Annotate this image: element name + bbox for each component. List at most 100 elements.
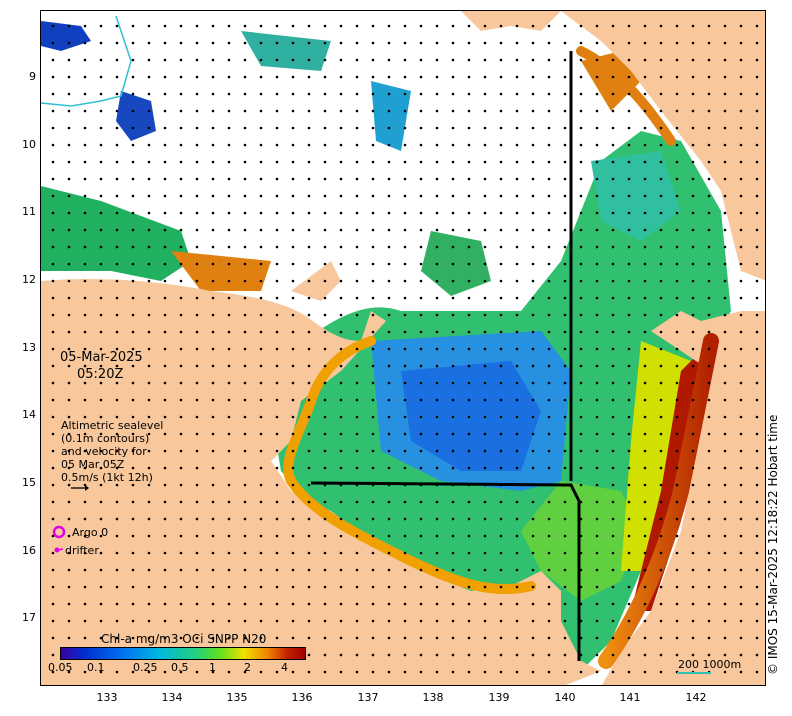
velocity-dot	[659, 177, 663, 181]
velocity-dot	[307, 568, 311, 572]
velocity-dot	[451, 534, 455, 538]
velocity-dot	[467, 330, 471, 334]
velocity-dot	[451, 636, 455, 640]
velocity-dot	[83, 92, 87, 96]
velocity-dot	[483, 92, 487, 96]
velocity-dot	[419, 398, 423, 402]
velocity-dot	[483, 347, 487, 351]
map-panel[interactable]	[40, 10, 766, 686]
velocity-dot	[403, 636, 407, 640]
velocity-dot	[643, 466, 647, 470]
velocity-dot	[387, 670, 391, 674]
velocity-dot	[499, 347, 503, 351]
velocity-dot	[51, 228, 55, 232]
velocity-dot	[755, 296, 759, 300]
velocity-dot	[643, 670, 647, 674]
velocity-dot	[211, 296, 215, 300]
velocity-dot	[547, 500, 551, 504]
velocity-dot	[659, 330, 663, 334]
velocity-dot	[195, 194, 199, 198]
velocity-dot	[195, 279, 199, 283]
velocity-dot	[403, 41, 407, 45]
velocity-dot	[611, 330, 615, 334]
velocity-dot	[643, 92, 647, 96]
velocity-dot	[195, 364, 199, 368]
velocity-dot	[195, 160, 199, 164]
velocity-dot	[339, 432, 343, 436]
velocity-dot	[211, 636, 215, 640]
velocity-dot	[691, 517, 695, 521]
velocity-dot	[515, 602, 519, 606]
velocity-dot	[179, 483, 183, 487]
velocity-dot	[339, 551, 343, 555]
velocity-dot	[723, 466, 727, 470]
lat-tick-label: 16	[22, 544, 36, 557]
velocity-dot	[259, 415, 263, 419]
velocity-dot	[563, 330, 567, 334]
velocity-dot	[291, 177, 295, 181]
velocity-dot	[515, 619, 519, 623]
velocity-dot	[707, 653, 711, 657]
velocity-dot	[371, 415, 375, 419]
velocity-dot	[131, 245, 135, 249]
velocity-dot	[195, 619, 199, 623]
velocity-dot	[579, 483, 583, 487]
velocity-dot	[675, 58, 679, 62]
velocity-dot	[131, 330, 135, 334]
velocity-dot	[51, 517, 55, 521]
velocity-dot	[67, 75, 71, 79]
velocity-dot	[499, 211, 503, 215]
velocity-dot	[547, 58, 551, 62]
velocity-dot	[675, 364, 679, 368]
velocity-dot	[339, 228, 343, 232]
velocity-dot	[595, 585, 599, 589]
velocity-dot	[339, 313, 343, 317]
velocity-dot	[179, 534, 183, 538]
velocity-dot	[163, 347, 167, 351]
velocity-dot	[515, 109, 519, 113]
velocity-dot	[259, 347, 263, 351]
velocity-dot	[83, 330, 87, 334]
velocity-dot	[611, 313, 615, 317]
velocity-dot	[307, 381, 311, 385]
velocity-dot	[115, 194, 119, 198]
velocity-dot	[611, 177, 615, 181]
velocity-dot	[643, 517, 647, 521]
velocity-dot	[179, 194, 183, 198]
velocity-dot	[83, 585, 87, 589]
velocity-dot	[323, 143, 327, 147]
velocity-dot	[515, 534, 519, 538]
velocity-dot	[643, 432, 647, 436]
velocity-dot	[675, 432, 679, 436]
velocity-dot	[339, 160, 343, 164]
velocity-dot	[435, 109, 439, 113]
velocity-dot	[435, 398, 439, 402]
velocity-dot	[563, 381, 567, 385]
velocity-dot	[435, 92, 439, 96]
velocity-dot	[211, 534, 215, 538]
velocity-dot	[291, 262, 295, 266]
velocity-dot	[179, 245, 183, 249]
velocity-dot	[467, 500, 471, 504]
lat-tick-label: 12	[22, 273, 36, 286]
velocity-dot	[259, 228, 263, 232]
velocity-dot	[595, 24, 599, 28]
velocity-dot	[195, 245, 199, 249]
velocity-dot	[547, 602, 551, 606]
velocity-dot	[515, 41, 519, 45]
velocity-dot	[131, 449, 135, 453]
velocity-dot	[531, 653, 535, 657]
velocity-dot	[467, 160, 471, 164]
velocity-dot	[243, 670, 247, 674]
velocity-dot	[275, 126, 279, 130]
velocity-dot	[435, 364, 439, 368]
velocity-dot	[131, 636, 135, 640]
velocity-dot	[675, 24, 679, 28]
velocity-dot	[467, 313, 471, 317]
velocity-dot	[355, 194, 359, 198]
velocity-dot	[659, 534, 663, 538]
velocity-dot	[531, 75, 535, 79]
velocity-dot	[67, 92, 71, 96]
velocity-dot	[83, 415, 87, 419]
velocity-dot	[627, 653, 631, 657]
